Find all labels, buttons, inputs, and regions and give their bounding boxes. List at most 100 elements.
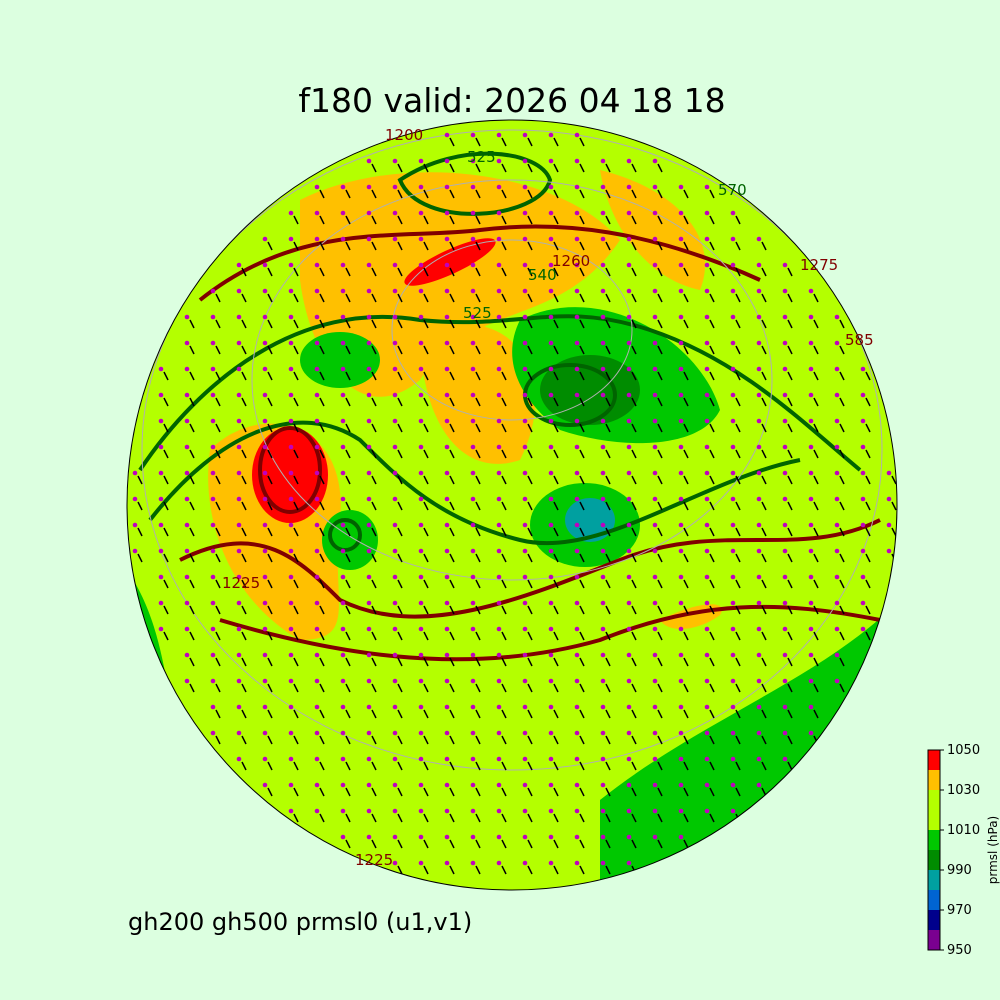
- wind-barb: [761, 397, 767, 407]
- wind-barb: [345, 605, 351, 615]
- wind-barb: [527, 865, 533, 875]
- wind-barb: [787, 475, 793, 485]
- wind-barb: [371, 683, 377, 693]
- wind-barb: [319, 605, 325, 615]
- wind-barb: [605, 579, 611, 589]
- wind-point: [210, 652, 216, 658]
- wind-point: [548, 860, 554, 866]
- wind-point: [548, 366, 554, 372]
- wind-point: [626, 730, 632, 736]
- wind-point: [522, 366, 528, 372]
- low-center: [540, 355, 640, 425]
- wind-barb: [319, 735, 325, 745]
- wind-point: [288, 210, 294, 216]
- wind-point: [600, 782, 606, 788]
- wind-point: [730, 314, 736, 320]
- wind-point: [392, 808, 398, 814]
- wind-barb: [761, 293, 767, 303]
- wind-point: [652, 730, 658, 736]
- wind-point: [314, 652, 320, 658]
- wind-point: [756, 574, 762, 580]
- wind-barb: [787, 683, 793, 693]
- wind-point: [262, 314, 268, 320]
- wind-point: [392, 366, 398, 372]
- wind-barb: [267, 553, 273, 563]
- wind-barb: [631, 501, 637, 511]
- wind-point: [548, 496, 554, 502]
- wind-point: [366, 340, 372, 346]
- wind-point: [652, 262, 658, 268]
- wind-barb: [423, 579, 429, 589]
- wind-barb: [605, 423, 611, 433]
- wind-barb: [423, 761, 429, 771]
- wind-barb: [423, 267, 429, 277]
- wind-point: [548, 834, 554, 840]
- wind-barb: [189, 527, 195, 537]
- wind-point: [756, 522, 762, 528]
- wind-point: [288, 470, 294, 476]
- wind-point: [548, 314, 554, 320]
- wind-barb: [527, 709, 533, 719]
- wind-point: [730, 444, 736, 450]
- wind-point: [522, 652, 528, 658]
- wind-barb: [267, 293, 273, 303]
- wind-point: [808, 444, 814, 450]
- wind-barb: [215, 345, 221, 355]
- wind-barb: [423, 865, 429, 875]
- contour-label: 1200: [385, 126, 423, 144]
- wind-barb: [371, 735, 377, 745]
- wind-barb: [709, 475, 715, 485]
- wind-point: [184, 314, 190, 320]
- wind-point: [600, 444, 606, 450]
- wind-barb: [839, 345, 845, 355]
- wind-barb: [657, 189, 663, 199]
- wind-point: [704, 340, 710, 346]
- wind-barb: [657, 631, 663, 641]
- wind-point: [600, 366, 606, 372]
- wind-point: [444, 444, 450, 450]
- wind-barb: [683, 709, 689, 719]
- wind-point: [626, 210, 632, 216]
- wind-barb: [631, 657, 637, 667]
- wind-barb: [241, 397, 247, 407]
- wind-point: [574, 262, 580, 268]
- wind-point: [470, 834, 476, 840]
- wind-barb: [501, 241, 507, 251]
- wind-point: [236, 314, 242, 320]
- wind-point: [314, 444, 320, 450]
- wind-point: [730, 236, 736, 242]
- wind-barb: [683, 267, 689, 277]
- wind-barb: [761, 735, 767, 745]
- wind-point: [652, 158, 658, 164]
- wind-barb: [709, 189, 715, 199]
- wind-point: [210, 626, 216, 632]
- wind-barb: [397, 267, 403, 277]
- wind-point: [704, 288, 710, 294]
- wind-point: [652, 392, 658, 398]
- wind-barb: [553, 189, 559, 199]
- wind-barb: [501, 735, 507, 745]
- wind-point: [652, 626, 658, 632]
- wind-point: [730, 678, 736, 684]
- wind-barb: [865, 631, 871, 641]
- wind-barb: [735, 761, 741, 771]
- wind-point: [808, 678, 814, 684]
- wind-barb: [397, 241, 403, 251]
- wind-point: [184, 496, 190, 502]
- wind-barb: [371, 189, 377, 199]
- wind-point: [340, 470, 346, 476]
- wind-barb: [527, 761, 533, 771]
- wind-barb: [241, 709, 247, 719]
- wind-point: [392, 496, 398, 502]
- wind-point: [262, 678, 268, 684]
- wind-point: [444, 522, 450, 528]
- wind-barb: [241, 657, 247, 667]
- colorbar-bin: [928, 750, 940, 770]
- wind-point: [522, 184, 528, 190]
- wind-barb: [787, 267, 793, 277]
- wind-point: [574, 834, 580, 840]
- wind-barb: [839, 605, 845, 615]
- wind-barb: [475, 839, 481, 849]
- wind-barb: [371, 813, 377, 823]
- wind-point: [574, 782, 580, 788]
